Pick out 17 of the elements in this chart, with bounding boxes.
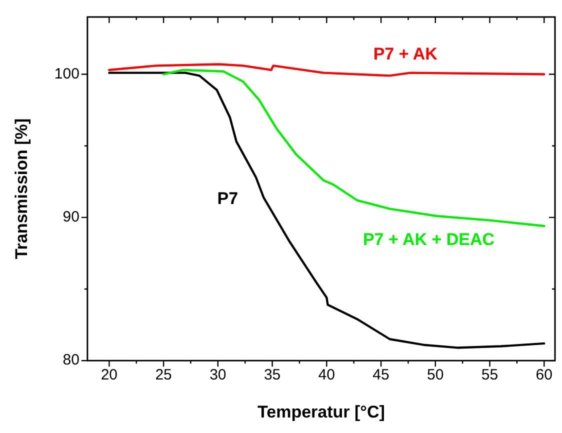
x-tick-label: 55 — [481, 366, 498, 384]
series-label: P7 + AK + DEAC — [362, 230, 495, 250]
x-tick-label: 45 — [372, 366, 390, 384]
y-tick-label: 80 — [62, 352, 80, 369]
x-axis-title: Temperatur [°C] — [258, 402, 385, 422]
x-tick-label: 30 — [210, 366, 226, 384]
x-tick-label: 35 — [264, 366, 281, 384]
x-tick-label: 50 — [427, 366, 444, 384]
y-tick-label: 90 — [62, 208, 80, 226]
x-tick-label: 60 — [536, 366, 552, 384]
x-tick-label: 25 — [155, 366, 172, 384]
series-label: P7 — [217, 188, 238, 208]
x-tick-label: 20 — [100, 366, 118, 384]
y-axis-title: Transmission [%] — [12, 118, 31, 260]
y-tick-label: 100 — [54, 65, 80, 82]
series-label: P7 + AK — [373, 44, 438, 64]
x-tick-label: 40 — [318, 366, 335, 384]
